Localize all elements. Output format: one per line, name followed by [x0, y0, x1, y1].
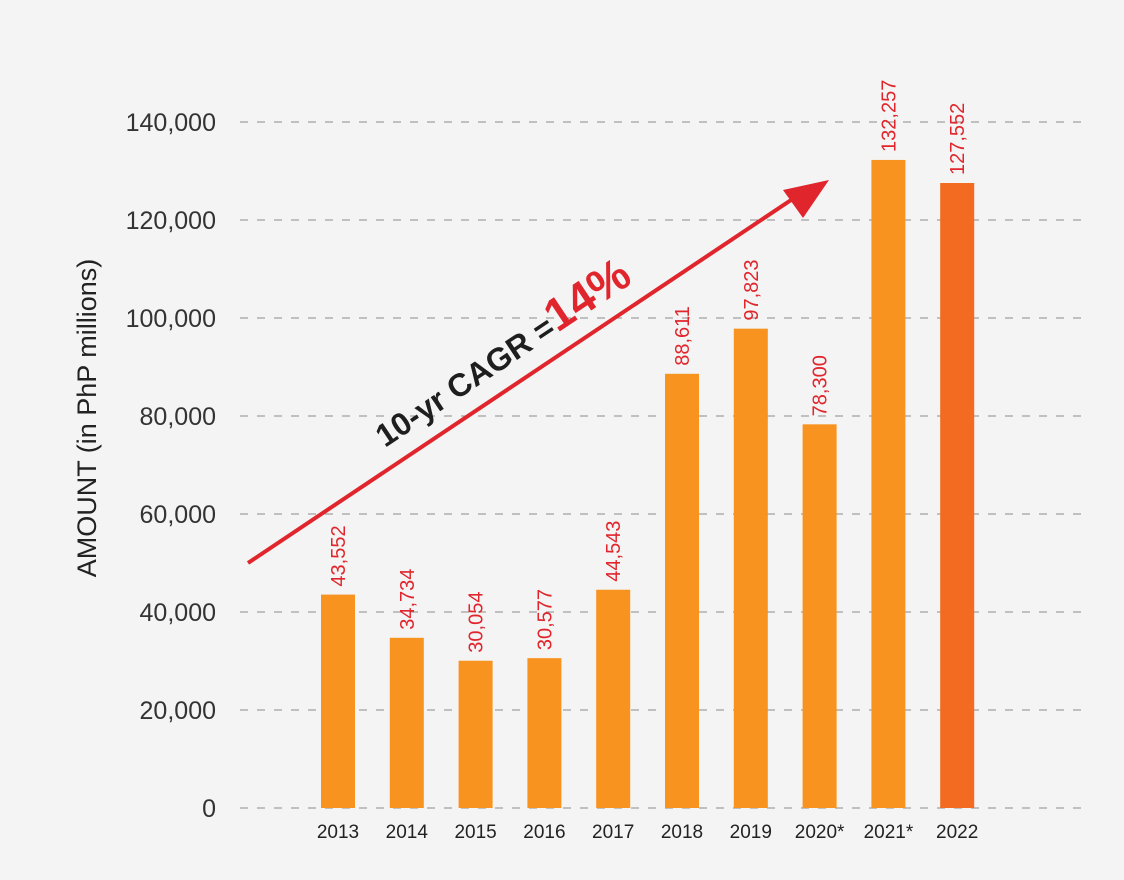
- bar: [665, 373, 699, 808]
- value-label: 132,257: [878, 80, 900, 152]
- bar: [321, 594, 355, 808]
- x-axis-ticks: 2013 2014 2015 2016 2017 2018 2019 2020* 2021* 20…: [317, 822, 978, 843]
- bar: [596, 589, 631, 808]
- bar: [458, 660, 493, 808]
- bar: [527, 658, 562, 808]
- x-tick-label: 2013: [317, 822, 359, 843]
- x-tick-label: 2019: [730, 822, 772, 843]
- x-tick-label: 2015: [454, 822, 496, 843]
- value-label: 30,054: [466, 592, 488, 653]
- value-labels: 43,552 34,734 30,054 30,577 44,543 88,611 97,8…: [328, 80, 969, 653]
- value-label: 34,734: [397, 569, 419, 630]
- x-tick-label: 2020*: [795, 822, 845, 843]
- y-tick-label: 0: [202, 795, 216, 823]
- bars: [321, 159, 975, 809]
- value-label: 88,611: [672, 306, 694, 366]
- y-tick-label: 80,000: [140, 403, 216, 431]
- x-tick-label: 2017: [592, 822, 634, 843]
- x-tick-label: 2021*: [864, 822, 914, 843]
- value-label: 44,543: [603, 521, 625, 582]
- value-label: 97,823: [741, 259, 763, 320]
- value-label: 30,577: [534, 589, 556, 650]
- bar: [871, 159, 906, 809]
- x-tick-label: 2014: [386, 822, 429, 843]
- y-axis-ticks: 0 20,000 40,000 60,000 80,000 100,000 120,000 1…: [126, 109, 216, 823]
- y-tick-label: 40,000: [140, 599, 216, 627]
- value-label: 43,552: [328, 525, 350, 586]
- bar: [389, 637, 424, 808]
- value-label: 127,552: [947, 103, 969, 175]
- cagr-arrow: [246, 188, 808, 565]
- y-tick-label: 20,000: [140, 697, 216, 725]
- y-tick-label: 120,000: [126, 207, 216, 235]
- bar: [733, 328, 768, 808]
- bar: [802, 424, 837, 808]
- x-tick-label: 2022: [936, 822, 978, 843]
- x-tick-label: 2016: [523, 822, 565, 843]
- value-label: 78,300: [810, 355, 832, 416]
- y-tick-label: 60,000: [140, 501, 216, 529]
- cagr-arrowhead: [783, 180, 829, 218]
- bar: [940, 182, 975, 809]
- y-axis-label: AMOUNT (in PhP millions): [72, 259, 102, 578]
- y-tick-label: 100,000: [126, 305, 216, 333]
- x-tick-label: 2018: [661, 822, 703, 843]
- y-tick-label: 140,000: [126, 109, 216, 137]
